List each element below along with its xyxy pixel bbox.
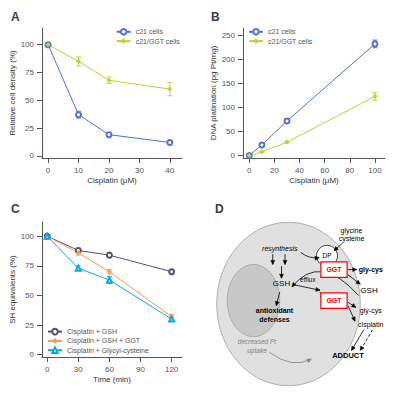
- svg-text:Cisplatin + GSH: Cisplatin + GSH: [67, 328, 117, 336]
- svg-text:defenses: defenses: [259, 316, 289, 323]
- svg-text:100: 100: [368, 166, 382, 175]
- svg-text:ADDUCT: ADDUCT: [332, 351, 364, 360]
- svg-text:GSH: GSH: [273, 279, 291, 288]
- svg-text:Cisplatin + Glycyl-cysteine: Cisplatin + Glycyl-cysteine: [67, 347, 149, 355]
- svg-text:100: 100: [222, 103, 236, 112]
- svg-text:50: 50: [226, 127, 235, 136]
- svg-text:efflux: efflux: [300, 276, 316, 283]
- svg-text:50: 50: [25, 96, 34, 105]
- svg-text:100: 100: [21, 232, 35, 241]
- svg-text:25: 25: [25, 321, 34, 330]
- svg-text:75: 75: [25, 68, 34, 77]
- svg-text:Time (min): Time (min): [93, 375, 131, 384]
- svg-text:DNA platination (pg Pt/mg): DNA platination (pg Pt/mg): [209, 45, 218, 140]
- svg-text:gly-cys: gly-cys: [360, 307, 382, 315]
- svg-text:Cisplatin (μM): Cisplatin (μM): [87, 176, 137, 185]
- svg-text:20: 20: [270, 166, 279, 175]
- svg-text:Relative cell density (%): Relative cell density (%): [8, 50, 17, 136]
- svg-text:resynthesis: resynthesis: [262, 245, 298, 253]
- svg-text:30: 30: [135, 166, 144, 175]
- svg-text:glycine: glycine: [341, 227, 363, 235]
- svg-text:antioxidant: antioxidant: [256, 307, 294, 314]
- svg-text:decreased Pt: decreased Pt: [238, 338, 277, 345]
- svg-text:D: D: [215, 202, 224, 216]
- svg-text:Cisplatin + GSH + GGT: Cisplatin + GSH + GGT: [67, 337, 141, 345]
- svg-text:GSH: GSH: [360, 286, 378, 295]
- svg-text:10: 10: [74, 166, 83, 175]
- svg-text:100: 100: [21, 40, 35, 49]
- svg-text:120: 120: [165, 365, 179, 374]
- svg-text:0: 0: [30, 151, 35, 160]
- svg-text:uptake: uptake: [247, 347, 267, 355]
- svg-text:0: 0: [45, 365, 50, 374]
- svg-text:60: 60: [320, 166, 329, 175]
- svg-text:25: 25: [25, 124, 34, 133]
- svg-text:c21/GGT cells: c21/GGT cells: [268, 38, 313, 45]
- svg-text:0: 0: [231, 151, 236, 160]
- svg-text:c21/GGT cells: c21/GGT cells: [136, 38, 181, 45]
- svg-text:gly-cys: gly-cys: [359, 266, 383, 274]
- svg-text:40: 40: [165, 166, 174, 175]
- svg-text:50: 50: [25, 291, 34, 300]
- svg-text:A: A: [11, 10, 20, 24]
- svg-text:DP: DP: [322, 252, 331, 259]
- svg-text:c21 cells: c21 cells: [136, 28, 164, 35]
- svg-text:Cisplatin (μM): Cisplatin (μM): [289, 176, 339, 185]
- svg-text:200: 200: [222, 55, 236, 64]
- svg-text:SH equivalents (%): SH equivalents (%): [8, 255, 17, 324]
- svg-text:75: 75: [25, 261, 34, 270]
- svg-text:90: 90: [136, 365, 145, 374]
- svg-text:B: B: [211, 10, 220, 24]
- svg-text:60: 60: [105, 365, 114, 374]
- svg-text:40: 40: [295, 166, 304, 175]
- svg-text:150: 150: [222, 79, 236, 88]
- svg-text:C: C: [11, 202, 20, 216]
- svg-text:0: 0: [30, 350, 35, 359]
- svg-text:80: 80: [345, 166, 354, 175]
- svg-text:GGT: GGT: [326, 297, 342, 304]
- svg-text:c21 cells: c21 cells: [268, 28, 296, 35]
- svg-text:0: 0: [46, 166, 51, 175]
- svg-text:0: 0: [247, 166, 252, 175]
- svg-text:cysteine: cysteine: [339, 235, 365, 243]
- svg-text:GGT: GGT: [326, 266, 342, 273]
- svg-text:cisplatin: cisplatin: [358, 321, 383, 329]
- svg-text:250: 250: [222, 31, 236, 40]
- svg-text:30: 30: [74, 365, 83, 374]
- svg-text:20: 20: [105, 166, 114, 175]
